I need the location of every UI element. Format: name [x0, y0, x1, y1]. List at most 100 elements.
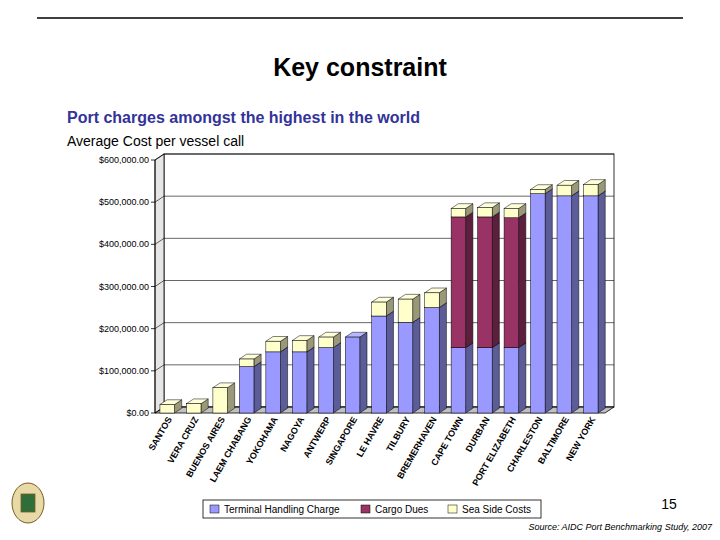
bar-side [492, 343, 499, 413]
bar-top [583, 180, 605, 185]
bar-top [213, 383, 235, 388]
bar-side [519, 343, 526, 413]
bar [451, 208, 466, 216]
bar-top [319, 332, 341, 337]
grid-line [155, 154, 614, 160]
bar [160, 405, 175, 413]
tick [151, 328, 155, 329]
tick-label: $400,000.00 [99, 239, 149, 249]
bar [504, 348, 519, 413]
bar [557, 185, 572, 196]
bar-top [345, 332, 367, 337]
bar-side [545, 189, 552, 413]
bar-top [504, 204, 526, 209]
legend-label: Terminal Handling Charge [224, 504, 340, 515]
bar-top [160, 400, 182, 405]
bar [425, 308, 440, 413]
y-label: Average Cost per vessel call [67, 133, 244, 149]
emblem [12, 483, 44, 523]
bar [478, 348, 493, 413]
background [0, 0, 720, 540]
tick-label: $0.00 [126, 408, 149, 418]
title: Key constraint [273, 53, 447, 81]
bar [425, 293, 440, 308]
category-label: TILBURY [384, 415, 412, 453]
tick-label: $600,000.00 [99, 155, 149, 165]
legend-box [203, 500, 541, 518]
tick-label: $100,000.00 [99, 366, 149, 376]
category-label: NAGOYA [278, 415, 306, 454]
tick-label: $500,000.00 [99, 197, 149, 207]
bar-side [280, 347, 287, 413]
category-label: CHARLESTON [505, 415, 545, 474]
tick-label: $200,000.00 [99, 324, 149, 334]
bar [266, 352, 281, 413]
bar [372, 316, 387, 413]
bar-side [492, 212, 499, 348]
legend: Terminal Handling Charge Cargo Dues Sea Si… [203, 500, 541, 518]
bar [319, 348, 334, 413]
legend-swatch [361, 505, 370, 513]
bar [504, 208, 519, 217]
category-label: SANTOS [147, 415, 174, 452]
tick [151, 202, 155, 203]
emblem-shield [21, 494, 35, 512]
tick-label: $300,000.00 [99, 282, 149, 292]
bar [213, 388, 228, 413]
y-axis [155, 160, 156, 413]
bar [451, 348, 466, 413]
source: Source: AIDC Port Benchmarking Study, 20… [528, 522, 713, 532]
bar-side [254, 362, 261, 413]
bar-top [451, 204, 473, 209]
bar-top [292, 336, 314, 341]
bar-top [478, 203, 500, 208]
bar [345, 337, 360, 338]
category-label: YOKOHAMA [244, 415, 280, 467]
legend-label: Sea Side Costs [462, 504, 531, 515]
bar [531, 190, 546, 194]
bar [478, 217, 493, 348]
page-number: 15 [661, 496, 677, 512]
legend-label: Cargo Dues [375, 504, 428, 515]
bar-side [439, 303, 446, 413]
bar [345, 337, 360, 338]
category-label: LAEM CHABANG [208, 415, 254, 484]
category-label: BREMERHAVEN [395, 415, 439, 480]
bar [557, 196, 572, 413]
bar-side [598, 191, 605, 413]
bar [451, 217, 466, 348]
category-label: PORT ELIZABETH [470, 415, 518, 488]
legend-swatch [448, 505, 457, 513]
emblem-shape [12, 483, 44, 523]
tick [151, 413, 155, 414]
bar-top [372, 297, 394, 302]
bar [398, 299, 413, 322]
bar-side [333, 343, 340, 413]
bar [504, 218, 519, 348]
bar-side [360, 332, 367, 413]
bar-side [227, 383, 234, 413]
tick [151, 160, 155, 161]
bar [239, 359, 254, 367]
bar [583, 184, 598, 195]
subtitle: Port charges amongst the highest in the … [67, 109, 420, 126]
category-label: CAPE TOWN [429, 415, 465, 467]
bar-side [572, 191, 579, 413]
bar-top [186, 399, 208, 404]
bar-side [413, 318, 420, 413]
bars [160, 180, 605, 413]
category-label: SINGAPORE [324, 415, 360, 467]
bar-top [557, 181, 579, 186]
bar [478, 208, 493, 217]
tick [151, 370, 155, 371]
slide: Key constraint Port charges amongst the h… [0, 0, 720, 540]
bar-top [266, 337, 288, 342]
bar-side [307, 347, 314, 413]
bar-side [466, 343, 473, 413]
bar-side [466, 212, 473, 348]
bar [583, 196, 598, 413]
tick [151, 286, 155, 287]
category-label: LE HAVRE [355, 415, 386, 459]
top-rule [37, 17, 683, 19]
category-label: NEW YORK [564, 415, 598, 463]
